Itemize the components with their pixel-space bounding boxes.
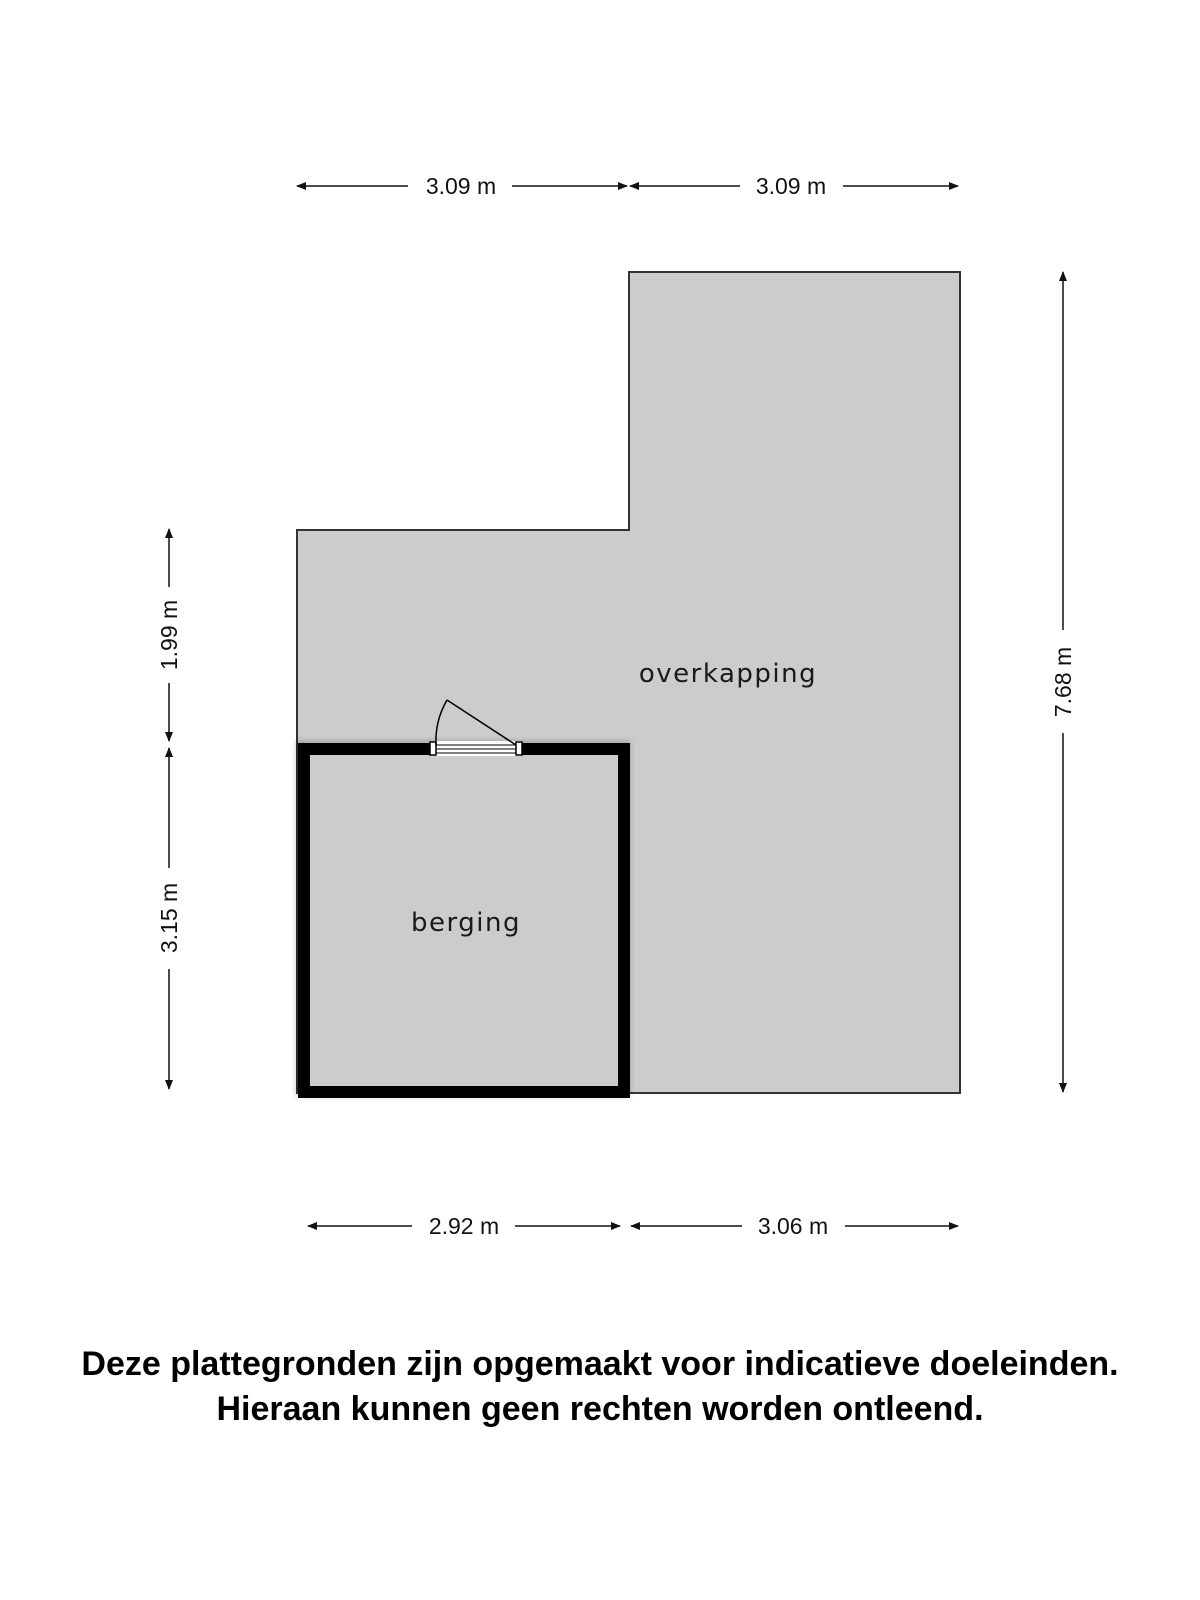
dimension-right: 7.68 m — [1050, 271, 1076, 1093]
berging-room — [296, 741, 630, 1098]
disclaimer: Deze plattegronden zijn opgemaakt voor i… — [0, 1342, 1200, 1432]
berging-walls — [298, 743, 630, 1098]
dimension-bottom-right: 3.06 m — [630, 1213, 959, 1239]
room-label-berging: berging — [411, 908, 521, 938]
disclaimer-line-2: Hieraan kunnen geen rechten worden ontle… — [216, 1390, 984, 1428]
door — [429, 699, 523, 756]
dimension-left-lower: 3.15 m — [156, 747, 182, 1090]
dimension-top-right: 3.09 m — [629, 173, 959, 199]
dimension-bottom-left: 2.92 m — [307, 1213, 621, 1239]
door-swing — [435, 699, 448, 746]
dimension-left-upper: 1.99 m — [156, 528, 182, 742]
dimension-label: 3.06 m — [758, 1213, 828, 1239]
dimension-label: 3.15 m — [156, 883, 182, 953]
dimension-top-left: 3.09 m — [296, 173, 628, 199]
dimension-label: 7.68 m — [1050, 647, 1076, 717]
dimension-label: 3.09 m — [426, 173, 496, 199]
disclaimer-line-1: Deze plattegronden zijn opgemaakt voor i… — [81, 1345, 1119, 1383]
room-label-overkapping: overkapping — [639, 659, 817, 689]
dimension-label: 3.09 m — [756, 173, 826, 199]
door-leaf — [446, 699, 517, 746]
dimension-label: 1.99 m — [156, 600, 182, 670]
dimension-label: 2.92 m — [429, 1213, 499, 1239]
